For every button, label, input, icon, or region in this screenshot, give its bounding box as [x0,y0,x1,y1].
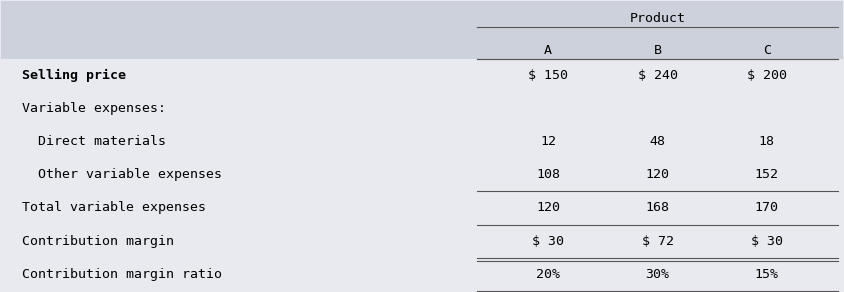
Text: Variable expenses:: Variable expenses: [23,102,166,115]
Text: 20%: 20% [536,267,560,281]
Text: $ 150: $ 150 [528,69,568,82]
FancyBboxPatch shape [2,1,842,59]
Text: 168: 168 [646,201,669,215]
Text: Other variable expenses: Other variable expenses [23,168,223,181]
Text: 120: 120 [536,201,560,215]
Text: B: B [653,44,662,57]
Text: $ 30: $ 30 [533,234,564,248]
Text: 15%: 15% [755,267,779,281]
Text: 120: 120 [646,168,669,181]
Text: $ 72: $ 72 [641,234,674,248]
Text: Total variable expenses: Total variable expenses [23,201,207,215]
Text: 170: 170 [755,201,779,215]
Text: 12: 12 [540,135,556,148]
Text: 48: 48 [650,135,666,148]
Text: A: A [544,44,552,57]
Text: Contribution margin: Contribution margin [23,234,175,248]
Text: $ 200: $ 200 [747,69,787,82]
Text: $ 30: $ 30 [751,234,783,248]
Text: 108: 108 [536,168,560,181]
Text: $ 240: $ 240 [637,69,678,82]
Text: 30%: 30% [646,267,669,281]
Text: 18: 18 [759,135,775,148]
Text: C: C [763,44,771,57]
Text: Contribution margin ratio: Contribution margin ratio [23,267,223,281]
Text: 152: 152 [755,168,779,181]
Text: Direct materials: Direct materials [23,135,166,148]
Text: Product: Product [630,11,685,25]
Text: Selling price: Selling price [23,69,127,82]
